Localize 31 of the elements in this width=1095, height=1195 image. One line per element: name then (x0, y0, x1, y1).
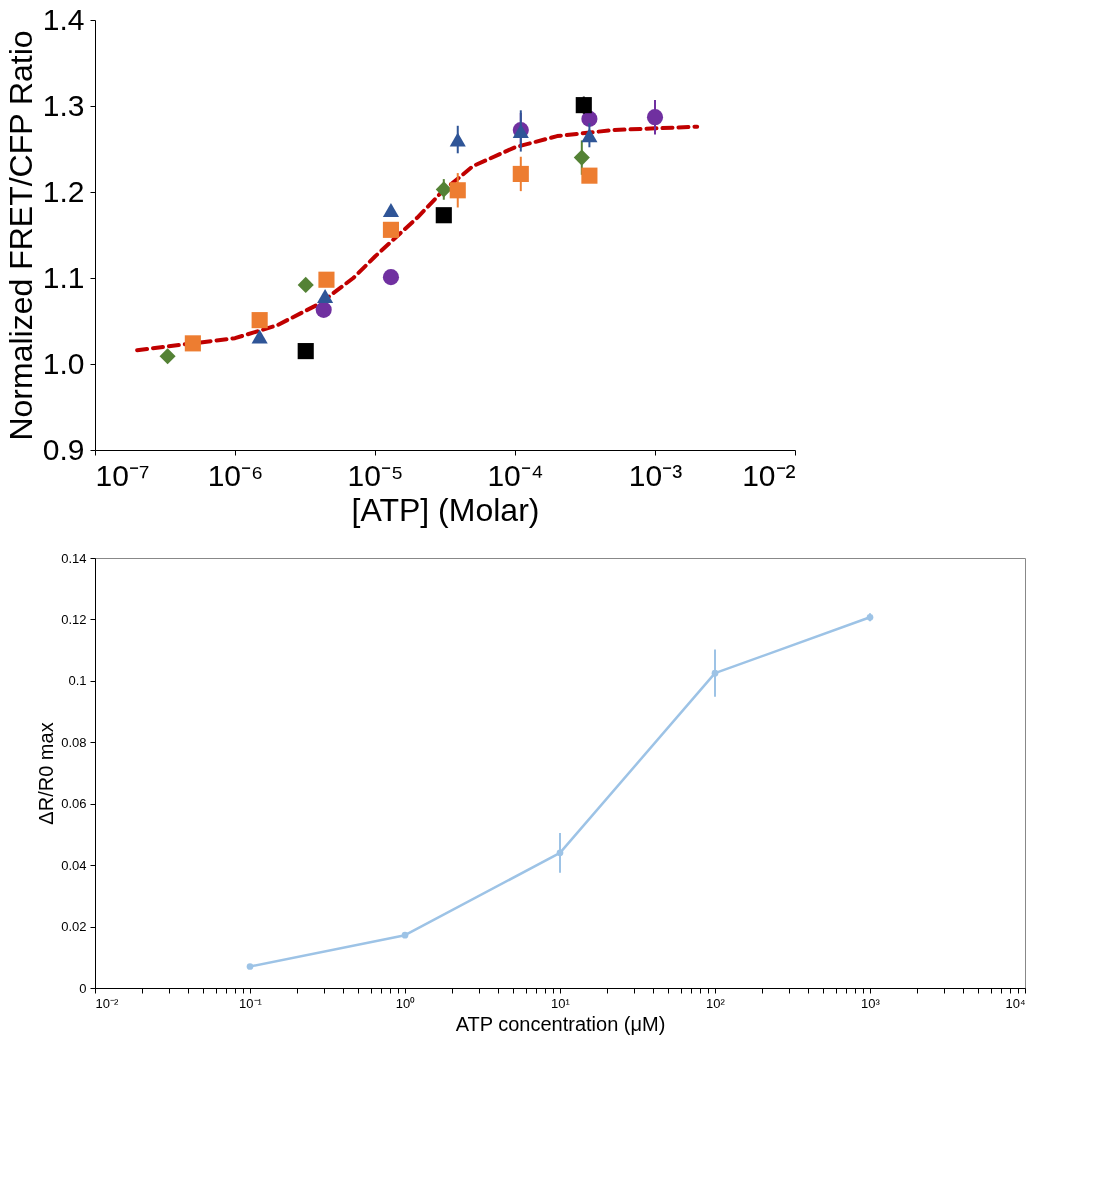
y-tick-label: 0.9 (42, 432, 85, 466)
y-tick-label: 1.2 (42, 174, 85, 208)
y-tick-label: 1.1 (42, 260, 85, 294)
x-tick-label: 10⁻² (95, 995, 119, 1011)
x-tick-label: 10⁻² (742, 458, 796, 492)
y-tick-label: 1.3 (42, 88, 85, 122)
x-tick-label: 10⁻⁶ (207, 458, 264, 492)
y-tick-label: 0.06 (61, 796, 87, 812)
x-tick-label: 10⁻¹ (239, 995, 263, 1011)
x-tick-label: 10⁻⁴ (487, 458, 544, 492)
y-tick-label: 1.0 (42, 346, 85, 380)
y-tick-label: 0 (79, 980, 87, 996)
y-tick-label: 0.04 (61, 857, 87, 873)
x-tick-label: 10⁴ (1005, 995, 1026, 1011)
x-tick-label: 10⁻⁷ (95, 458, 150, 492)
y-tick-label: 1.4 (42, 2, 85, 36)
y-tick-label: 0.08 (61, 734, 87, 750)
x-axis-title: ATP concentration (μM) (455, 1012, 666, 1035)
y-tick-label: 0.02 (61, 919, 87, 935)
x-tick-label: 10⁻⁵ (347, 458, 404, 492)
x-tick-label: 10¹ (551, 995, 571, 1011)
y-axis-title: Normalized FRET/CFP Ratio (2, 30, 39, 441)
x-axis-title: [ATP] (Molar) (351, 491, 540, 528)
y-axis-title: ΔR/R0 max (35, 722, 58, 825)
x-tick-label: 10³ (861, 995, 881, 1011)
y-tick-label: 0.12 (61, 611, 87, 627)
x-tick-label: 10⁰ (395, 995, 416, 1011)
x-tick-label: 10⁻³ (628, 458, 683, 492)
x-tick-label: 10² (706, 995, 726, 1011)
y-tick-label: 0.14 (61, 550, 87, 566)
y-tick-label: 0.1 (68, 673, 87, 689)
